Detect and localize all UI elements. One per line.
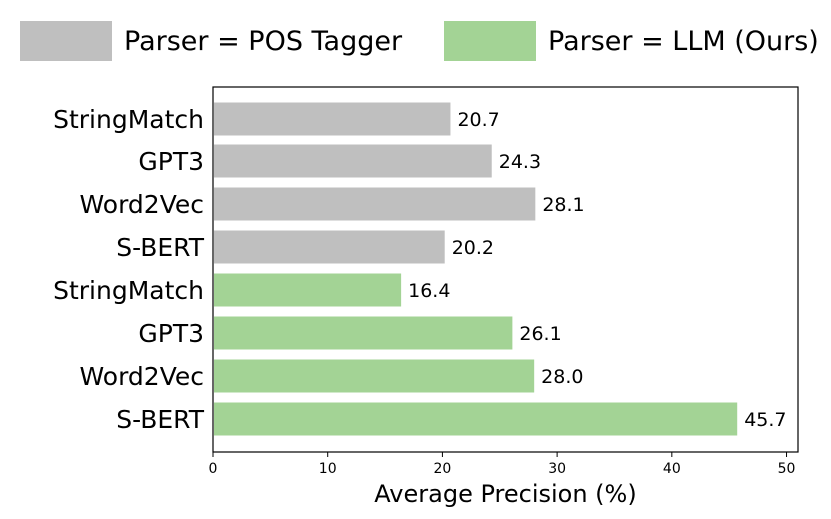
legend-label-0: Parser = POS Tagger xyxy=(124,26,403,57)
value-label-0-3: 20.2 xyxy=(452,237,494,259)
legend-label-1: Parser = LLM (Ours) xyxy=(548,26,819,57)
bar-0-2 xyxy=(214,187,536,221)
category-label-0-3: S-BERT xyxy=(116,233,204,262)
category-labels: StringMatch GPT3 Word2Vec S-BERT StringMatch… xyxy=(53,105,205,434)
x-axis-title: Average Precision (%) xyxy=(374,480,636,508)
bars xyxy=(214,102,738,436)
value-label-0-1: 24.3 xyxy=(499,151,541,173)
value-label-1-2: 28.0 xyxy=(541,366,583,388)
x-tick-label-3: 30 xyxy=(548,461,566,477)
value-label-1-3: 45.7 xyxy=(744,409,786,431)
value-label-0-0: 20.7 xyxy=(457,109,499,131)
bar-1-0 xyxy=(214,273,402,307)
x-tick-label-0: 0 xyxy=(209,461,218,477)
value-label-0-2: 28.1 xyxy=(542,194,584,216)
category-label-0-0: StringMatch xyxy=(53,105,204,134)
category-label-0-2: Word2Vec xyxy=(80,190,204,219)
bar-1-2 xyxy=(214,359,535,393)
x-axis-ticks: 0 10 20 30 40 50 xyxy=(209,452,796,477)
category-label-1-1: GPT3 xyxy=(138,319,204,348)
category-label-1-2: Word2Vec xyxy=(80,362,204,391)
value-label-1-1: 26.1 xyxy=(519,323,561,345)
value-labels: 20.724.328.1 20.216.4 26.1 28.0 45.7 xyxy=(408,109,786,431)
x-tick-label-1: 10 xyxy=(319,461,337,477)
legend: Parser = POS Tagger Parser = LLM (Ours) xyxy=(20,21,819,61)
x-tick-label-2: 20 xyxy=(433,461,451,477)
legend-swatch-0 xyxy=(20,21,112,61)
x-tick-label-5: 50 xyxy=(778,461,796,477)
x-tick-label-4: 40 xyxy=(663,461,681,477)
bar-0-3 xyxy=(214,230,445,264)
category-label-1-0: StringMatch xyxy=(53,276,204,305)
plot-frame xyxy=(212,86,799,453)
bar-0-0 xyxy=(214,102,451,136)
category-label-1-3: S-BERT xyxy=(116,405,204,434)
legend-swatch-1 xyxy=(444,21,536,61)
bar-1-1 xyxy=(214,316,513,350)
bar-1-3 xyxy=(214,402,738,436)
value-label-1-0: 16.4 xyxy=(408,280,450,302)
category-label-0-1: GPT3 xyxy=(138,147,204,176)
bar-0-1 xyxy=(214,144,492,178)
